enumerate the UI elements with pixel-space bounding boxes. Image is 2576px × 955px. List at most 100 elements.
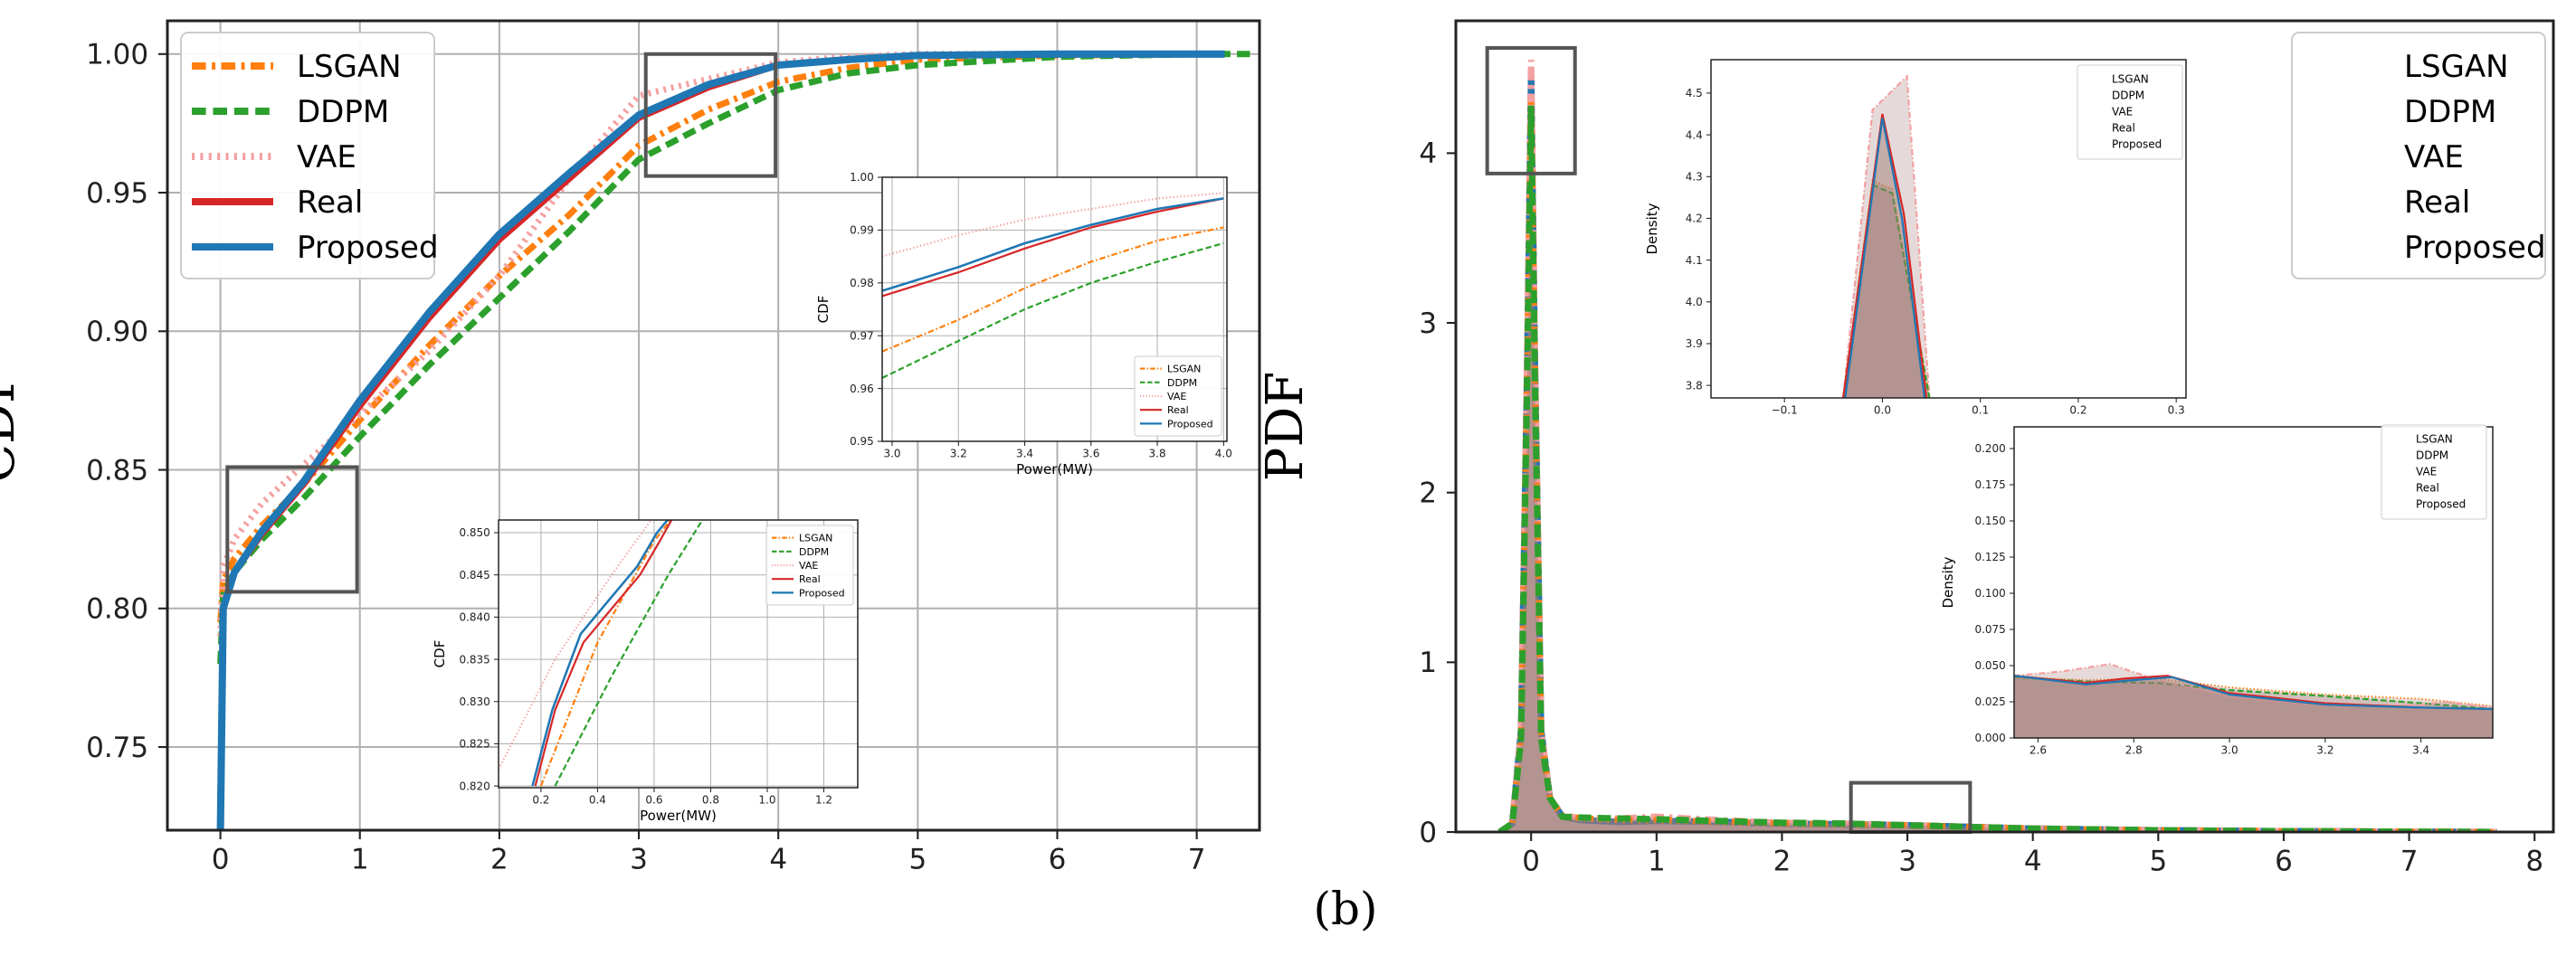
area-real: [1843, 114, 1927, 398]
series-line-real: [534, 520, 673, 787]
area-proposed: [2014, 676, 2493, 738]
legend-label-proposed: Proposed: [799, 587, 845, 599]
legend-label-real: Real: [799, 573, 821, 585]
y-tick-label: 0.050: [1974, 659, 2005, 672]
pdf_inset_tail-data: [2014, 663, 2493, 738]
x-tick-label: 7: [1188, 844, 1206, 876]
y-tick-label: 4.2: [1686, 213, 1703, 225]
cdf_inset_high-frame: [881, 176, 1228, 442]
legend-label-vae: VAE: [1167, 391, 1186, 402]
x-tick-label: 3.0: [883, 448, 900, 460]
x-tick-label: 1: [1648, 846, 1666, 878]
area-ddpm: [2014, 676, 2493, 738]
y-tick-label: 0.97: [850, 329, 874, 342]
legend-label-proposed: Proposed: [2416, 497, 2466, 510]
x-tick-label: 3.2: [2316, 744, 2334, 757]
y-tick-label: 0.90: [86, 316, 148, 348]
y-tick-label: 0.99: [850, 224, 874, 237]
legend-label-lsgan: LSGAN: [297, 49, 402, 85]
y-axis-label: CDF: [0, 368, 26, 483]
y-tick-label: 4.4: [1686, 128, 1703, 141]
pdf-panel: 0 1 2 3 4 5 6 7 8 0 1 2 3 4 PDF LSGAN DDPM VAE Real Propose…: [1256, 19, 2555, 878]
x-tick-label: 0.2: [2069, 404, 2086, 417]
legend-frame: [2381, 424, 2487, 520]
legend-label-vae: VAE: [297, 139, 356, 175]
legend-label-real: Real: [297, 184, 363, 221]
series-line-proposed: [216, 50, 1225, 830]
zoom-box: [1485, 46, 1577, 175]
pdf_inset_peak-data: [1842, 74, 1931, 398]
x-tick-label: 3.0: [2221, 744, 2239, 757]
x-tick-label: 3.6: [1082, 448, 1099, 460]
legend-label-proposed: Proposed: [297, 230, 439, 266]
legend-frame: [2077, 64, 2183, 160]
x-tick-label: 0.2: [532, 794, 549, 807]
series-line-real: [1842, 113, 1928, 398]
cdf_main-legend: LSGAN DDPM VAE Real Proposed: [180, 32, 439, 279]
y-tick-label: 0.96: [850, 383, 874, 395]
legend-label-lsgan: LSGAN: [2112, 72, 2149, 85]
y-tick-label: 0.200: [1974, 442, 2005, 455]
area-lsgan: [1843, 180, 1930, 398]
y-tick-label: 0.845: [459, 569, 490, 582]
y-tick-label: 0.95: [86, 177, 148, 210]
legend-label-vae: VAE: [2416, 465, 2437, 478]
pdf_main-data: [1497, 60, 2497, 832]
area-vae: [1843, 76, 1930, 398]
legend-label-ddpm: DDPM: [2112, 89, 2144, 101]
y-tick-label: 0.825: [459, 738, 490, 751]
y-tick-label: 1.00: [86, 39, 148, 71]
series-line-ddpm: [882, 241, 1224, 379]
x-tick-label: 0: [212, 844, 230, 876]
x-tick-label: 3.8: [1149, 448, 1166, 460]
y-tick-label: 2: [1419, 478, 1437, 510]
legend-frame: [1134, 355, 1222, 437]
area-vae: [2014, 664, 2493, 738]
series-line-lsgan: [2014, 676, 2493, 707]
series-line-vae: [217, 51, 1197, 637]
series-line-proposed: [2014, 675, 2493, 711]
x-tick-label: −0.1: [1772, 404, 1798, 417]
legend-frame: [2291, 32, 2546, 279]
legend-label-ddpm: DDPM: [799, 546, 829, 558]
series-line-ddpm: [554, 520, 704, 787]
area-real: [2014, 676, 2493, 738]
x-tick-label: 2: [490, 844, 509, 876]
y-tick-label: 0.80: [86, 593, 148, 626]
x-tick-label: 0.4: [589, 794, 606, 807]
y-tick-label: 0.150: [1974, 515, 2005, 527]
y-tick-label: 1.00: [850, 171, 874, 184]
series-line-vae: [499, 520, 652, 771]
y-tick-label: 0.000: [1974, 732, 2005, 744]
y-tick-label: 0.835: [459, 653, 490, 666]
pdf_inset_peak-frame: [1710, 59, 2187, 399]
y-tick-label: 0.95: [850, 435, 874, 448]
x-tick-label: 1: [351, 844, 369, 876]
legend-label-vae: VAE: [2112, 105, 2133, 118]
y-tick-label: 4.5: [1686, 87, 1703, 99]
y-tick-label: 0.025: [1974, 695, 2005, 708]
legend-label-ddpm: DDPM: [2416, 449, 2448, 461]
legend-label-real: Real: [1167, 404, 1189, 416]
cdf_inset_high-data: [882, 192, 1224, 379]
y-tick-label: 0.125: [1974, 551, 2005, 563]
y-tick-label: 3.8: [1686, 379, 1703, 392]
legend-label-proposed: Proposed: [2404, 230, 2546, 266]
x-tick-label: 5: [2149, 846, 2167, 878]
y-axis-label: CDF: [432, 640, 448, 668]
y-tick-label: 0.820: [459, 780, 490, 792]
series-line-ddpm: [1497, 105, 2497, 832]
x-tick-label: 0.6: [645, 794, 662, 807]
x-tick-label: 2: [1773, 846, 1792, 878]
series-line-real: [882, 197, 1224, 298]
series-line-vae: [2014, 663, 2493, 709]
x-tick-label: 5: [908, 844, 927, 876]
area-proposed: [1845, 118, 1925, 398]
x-tick-label: 3.4: [1016, 448, 1033, 460]
y-tick-label: 0.175: [1974, 478, 2005, 491]
x-tick-label: 3: [1898, 846, 1916, 878]
x-tick-label: 2.6: [2029, 744, 2047, 757]
x-axis-label: Power(MW): [1016, 461, 1093, 478]
